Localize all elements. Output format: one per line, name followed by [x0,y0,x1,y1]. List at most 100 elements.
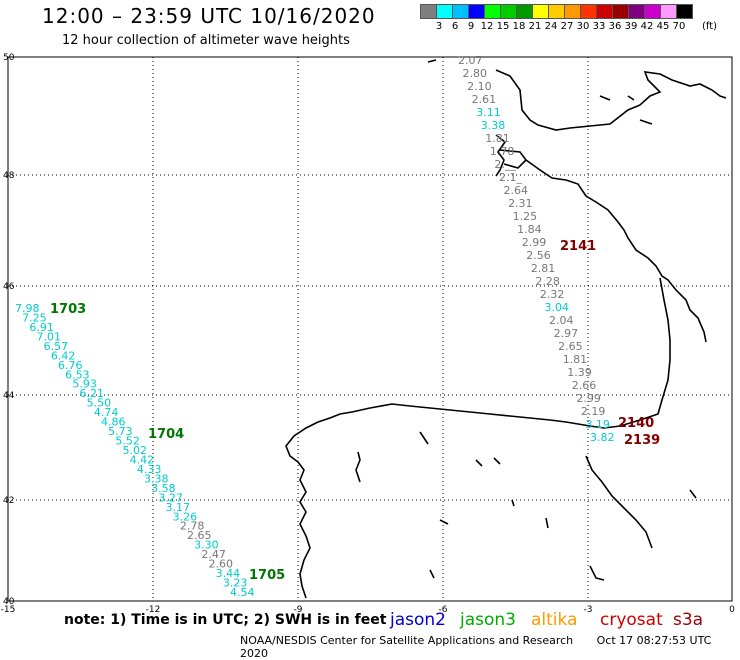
legend-jason3: jason3 [460,610,516,630]
swh-value: 4.33 [137,463,162,476]
scale-swatch [676,4,693,19]
swh-value: 3.04 [544,301,569,314]
swh-value: 3.30 [194,539,219,552]
swh-value: 7.25 [22,311,46,324]
lat-tick-label: 50 [3,53,15,63]
swh-value: 6.42 [51,349,75,362]
scale-label: 30 [576,21,590,32]
swh-value: 2.65 [187,529,212,542]
swh-value: 2.28 [535,275,560,288]
swh-value: 2.60 [209,558,234,571]
swh-value: 1.84 [517,223,542,236]
axis-ticks: -15 -12 -9 -6 -3 0 50 48 46 44 42 40 [1,53,735,615]
swh-value: 1.81 [485,132,510,145]
scale-label: 6 [451,21,459,32]
swh-value: 2.64 [504,184,528,197]
swh-value: 2.1_ [499,171,522,184]
graticule [8,57,732,601]
swh-value: 2.07 [458,54,483,67]
swh-value: 2.99 [576,392,601,405]
lon-tick-label: -9 [294,605,303,615]
swh-value: 3.26 [173,510,198,523]
swh-value: 1.25 [513,210,538,223]
swh-value: 1.81 [563,353,588,366]
swh-value: 2.81 [531,262,556,275]
scale-label: 42 [640,21,654,32]
swh-value: 3.38 [481,119,506,132]
swh-value: 3.17 [166,501,191,514]
legend-altika-wrap: altika [531,610,578,630]
swh-value: 5.52 [115,435,140,448]
scale-label: 21 [528,21,542,32]
swh-value: 2.04 [549,314,574,327]
legend-altika: altika [531,610,578,630]
lon-tick-label: -12 [146,605,161,615]
swh-value: 3.19 [585,418,610,431]
lat-tick-label: 44 [3,391,15,401]
lon-tick-label: -15 [1,605,16,615]
swh-value: 4.42 [130,453,155,466]
legend-cryosat-wrap: cryosat [600,610,663,630]
legend-cryosat: cryosat [600,610,663,630]
track-id-2141: 2141 [560,239,596,254]
scale-label: 36 [608,21,622,32]
scale-label: 3 [435,21,443,32]
legend-s3a: s3a [673,610,704,630]
swh-value: 3.38 [144,472,169,485]
swh-value: 2.56 [526,249,551,262]
scale-label: 15 [496,21,510,32]
swh-value: 2.32 [540,288,565,301]
scale-label: 12 [480,21,494,32]
lat-tick-label: 42 [3,496,14,506]
swh-value: 2.19 [581,405,606,418]
swh-value: 3.58 [151,482,176,495]
legend-jason2: jason2 [390,610,446,630]
lat-tick-label: 46 [3,282,15,292]
swh-value: 4.54 [230,586,255,599]
lon-tick-label: -3 [584,605,593,615]
track-ids: 1703 1704 1705 2141 2140 2139 [50,239,660,583]
color-scale-labels: (ft) 3 6 9 12 15 18 21 24 27 30 33 36 39 42 45 70 [420,19,717,33]
swh-value: 2.99 [522,236,547,249]
swh-value: 6.57 [44,340,69,353]
swh-value: 4.74 [94,406,119,419]
track-id-1703: 1703 [50,302,86,317]
lon-tick-label: -6 [439,605,448,615]
swh-value: 5.93 [72,378,97,391]
lat-tick-label: 40 [3,597,15,607]
scale-label: 45 [656,21,670,32]
color-scale-swatches [420,4,693,19]
swh-value: 5.02 [123,444,148,457]
swh-value: 2.31 [508,197,533,210]
swh-value: 2.10 [467,80,492,93]
swh-value: 3.82 [590,431,615,444]
swh-value: 2.66 [572,379,597,392]
scale-label: 18 [512,21,526,32]
swh-value: 1.78 [490,145,515,158]
lat-tick-label: 48 [3,171,15,181]
scale-label: 33 [592,21,606,32]
swh-value: 5.50 [87,397,112,410]
scale-label: 39 [624,21,638,32]
footnote: note: 1) Time is in UTC; 2) SWH is in fe… [64,612,387,628]
swh-value: 6.76 [58,359,83,372]
track-east-measurements: 2.072.802.102.613.113.381.811.782.__2.1_… [458,54,615,444]
swh-value: 2.65 [558,340,583,353]
swh-value: 2.97 [554,327,579,340]
scale-label: 27 [560,21,574,32]
swh-value: 5.73 [108,425,132,438]
footer: NOAA/NESDIS Center for Satellite Applica… [240,634,740,660]
track-id-1705: 1705 [249,568,285,583]
scale-unit: (ft) [702,21,718,32]
lon-tick-label: 0 [729,605,735,615]
track-west-measurements: 7.987.256.917.016.576.426.766.535.936.21… [15,302,255,599]
swh-value: 3.44 [216,567,241,580]
footer-credit: NOAA/NESDIS Center for Satellite Applica… [240,634,574,647]
coastline [285,59,727,599]
track-id-2139: 2139 [624,433,660,448]
legend-s3a-wrap: s3a [673,610,703,630]
swh-value: 1.39 [567,366,592,379]
scale-label: 70 [672,21,686,32]
swh-value: 7.98 [15,302,40,315]
